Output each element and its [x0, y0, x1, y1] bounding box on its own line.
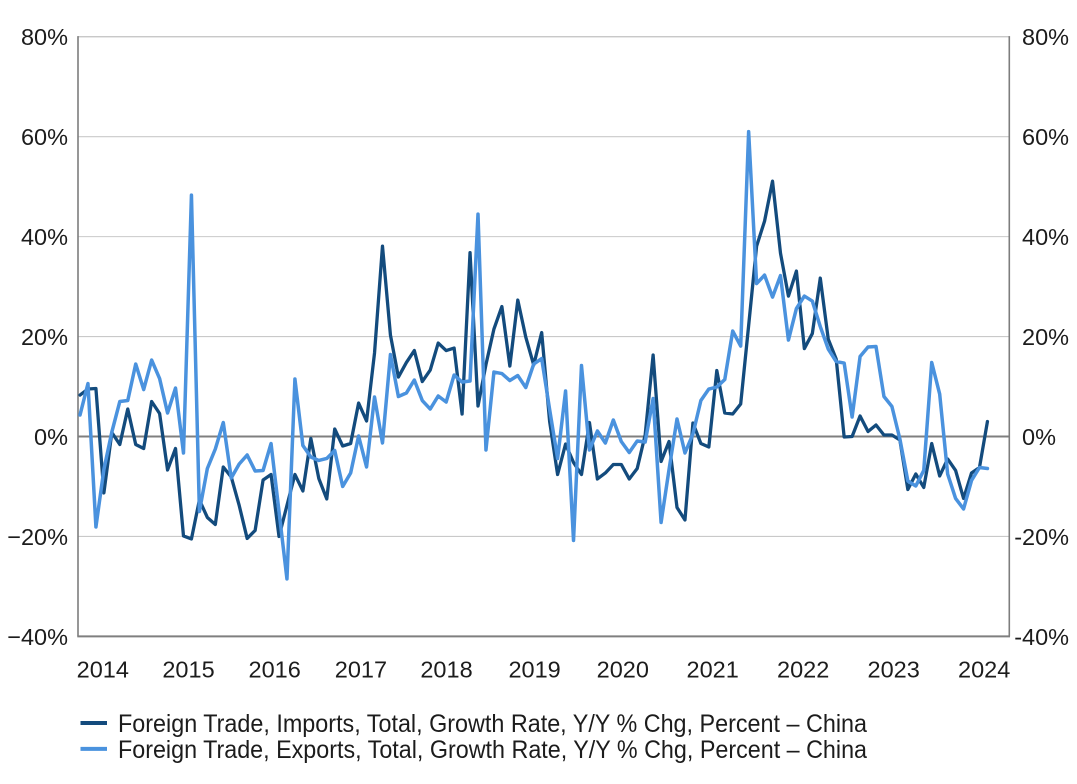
svg-text:2020: 2020 [597, 657, 649, 683]
svg-text:−20%: −20% [7, 524, 68, 550]
svg-text:60%: 60% [1022, 124, 1069, 150]
svg-text:−40%: −40% [7, 624, 68, 650]
svg-text:-40%: -40% [1014, 624, 1069, 650]
svg-text:2024: 2024 [958, 657, 1010, 683]
svg-text:40%: 40% [1022, 224, 1069, 250]
svg-text:-20%: -20% [1014, 524, 1069, 550]
svg-text:2023: 2023 [868, 657, 920, 683]
svg-text:Foreign Trade, Imports, Total,: Foreign Trade, Imports, Total, Growth Ra… [118, 710, 867, 738]
svg-text:2019: 2019 [508, 657, 560, 683]
svg-text:80%: 80% [21, 24, 68, 50]
svg-text:20%: 20% [21, 324, 68, 350]
svg-text:60%: 60% [21, 124, 68, 150]
svg-text:80%: 80% [1022, 24, 1069, 50]
svg-text:20%: 20% [1022, 324, 1069, 350]
svg-text:40%: 40% [21, 224, 68, 250]
svg-text:2017: 2017 [335, 657, 387, 683]
svg-text:Foreign Trade, Exports, Total,: Foreign Trade, Exports, Total, Growth Ra… [118, 736, 867, 764]
svg-text:0%: 0% [34, 424, 68, 450]
svg-text:2018: 2018 [420, 657, 472, 683]
svg-text:2016: 2016 [249, 657, 301, 683]
svg-text:2015: 2015 [162, 657, 214, 683]
svg-text:2022: 2022 [777, 657, 829, 683]
svg-text:2014: 2014 [77, 657, 129, 683]
svg-text:2021: 2021 [687, 657, 739, 683]
svg-text:0%: 0% [1022, 424, 1056, 450]
